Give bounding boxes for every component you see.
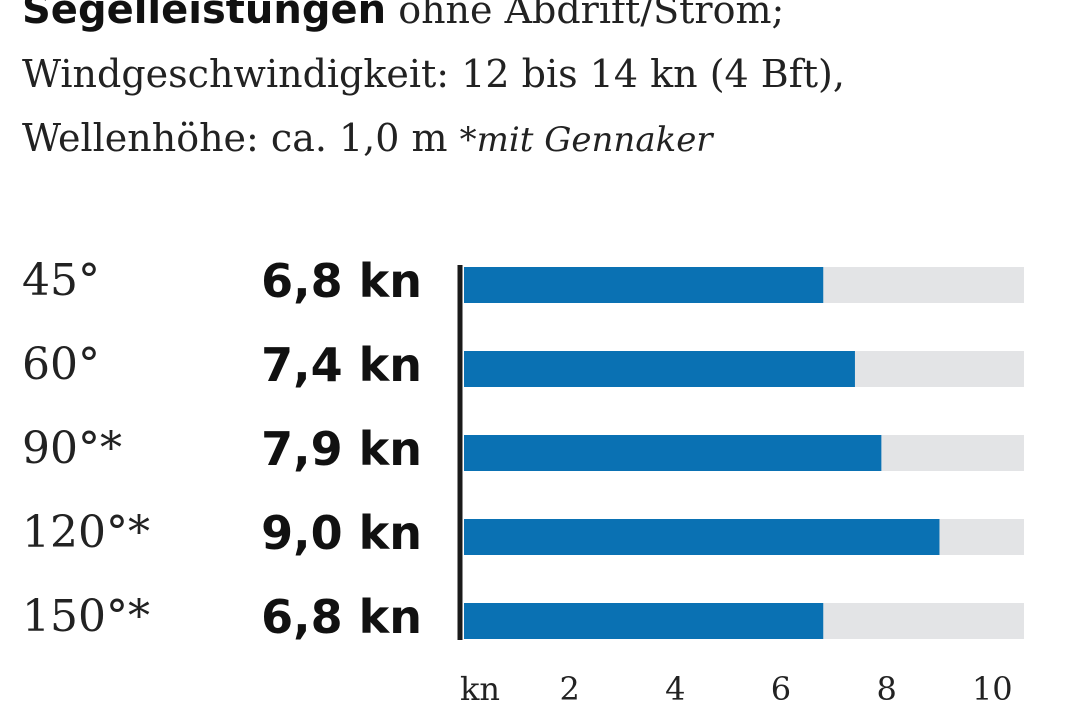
bar: [464, 267, 824, 303]
category-label: 150°*: [22, 591, 150, 642]
footnote: *mit Gennaker: [459, 120, 713, 160]
value-label: 6,8 kn: [261, 590, 422, 644]
chart-subtitle: ohne Abdrift/Strom;: [398, 0, 785, 32]
category-label: 45°: [22, 255, 100, 306]
header-line-2: Windgeschwindigkeit: 12 bis 14 kn (4 Bft…: [22, 52, 845, 96]
value-label: 7,4 kn: [261, 338, 422, 392]
category-label: 120°*: [22, 507, 150, 558]
category-label: 90°*: [22, 423, 122, 474]
value-label: 7,9 kn: [261, 422, 422, 476]
header-wave-height: Wellenhöhe: ca. 1,0 m: [22, 116, 448, 160]
chart-header: Segelleistungen ohne Abdrift/Strom; Wind…: [22, 0, 1062, 172]
x-tick-label: 6: [771, 670, 791, 708]
x-tick-label: 2: [559, 670, 579, 708]
bar: [464, 435, 882, 471]
chart-title: Segelleistungen: [22, 0, 387, 33]
header-line-1: Segelleistungen ohne Abdrift/Strom;: [22, 0, 1062, 42]
category-label: 60°: [22, 339, 100, 390]
value-label: 6,8 kn: [261, 254, 422, 308]
x-tick-label: 8: [876, 670, 896, 708]
x-unit-label: kn: [460, 670, 500, 708]
value-label: 9,0 kn: [261, 506, 422, 560]
bar: [464, 519, 940, 555]
x-tick-label: 10: [972, 670, 1013, 708]
bar: [464, 603, 824, 639]
bar: [464, 351, 855, 387]
x-tick-label: 4: [665, 670, 685, 708]
header-line-3: Wellenhöhe: ca. 1,0 m *mit Gennaker: [22, 106, 1062, 172]
